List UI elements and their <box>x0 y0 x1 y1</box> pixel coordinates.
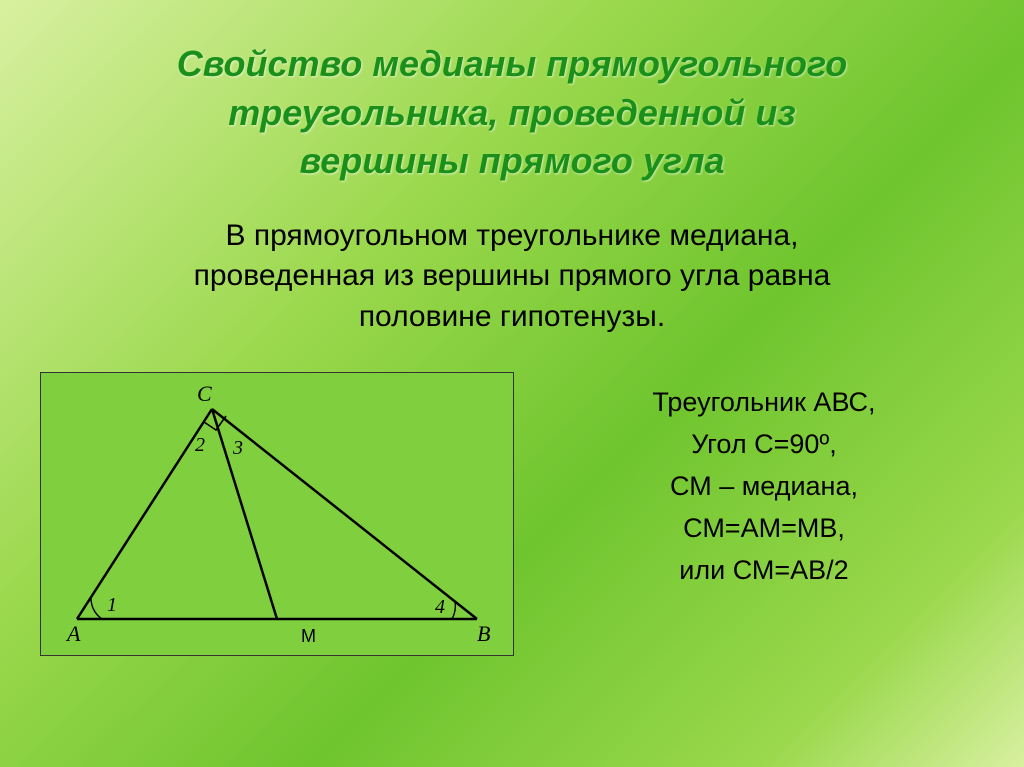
title-line-1: Свойство медианы прямоугольного <box>60 40 964 89</box>
theorem-line-2: проведенная из вершины прямого угла равн… <box>50 256 974 297</box>
vertex-a-label: A <box>65 621 81 646</box>
given-line-2: Угол С=90º, <box>544 424 984 466</box>
theorem-text: В прямоугольном треугольнике медиана, пр… <box>0 216 1024 338</box>
slide-title: Свойство медианы прямоугольного треуголь… <box>0 0 1024 186</box>
given-line-5: или СМ=АВ/2 <box>544 550 984 592</box>
title-line-2: треугольника, проведенной из <box>60 89 964 138</box>
given-line-1: Треугольник АВС, <box>544 382 984 424</box>
angle-1-label: 1 <box>107 594 117 616</box>
given-line-3: СМ – медиана, <box>544 466 984 508</box>
title-line-3: вершины прямого угла <box>60 137 964 186</box>
triangle-diagram: A B C 1 2 3 4 M <box>40 372 514 656</box>
given-line-4: СМ=АМ=МВ, <box>544 508 984 550</box>
angle-3-label: 3 <box>232 437 243 459</box>
angle-2-label: 2 <box>195 434 205 456</box>
lower-row: A B C 1 2 3 4 M Треугольник АВС, Угол С=… <box>0 372 1024 656</box>
theorem-line-1: В прямоугольном треугольнике медиана, <box>50 216 974 257</box>
vertex-c-label: C <box>197 381 212 406</box>
triangle-svg: A B C 1 2 3 4 <box>47 379 507 649</box>
given-block: Треугольник АВС, Угол С=90º, СМ – медиан… <box>544 372 984 591</box>
vertex-b-label: B <box>477 621 490 646</box>
vertex-m-label: M <box>301 626 316 647</box>
angle-4-label: 4 <box>435 596 445 618</box>
theorem-line-3: половине гипотенузы. <box>50 297 974 338</box>
